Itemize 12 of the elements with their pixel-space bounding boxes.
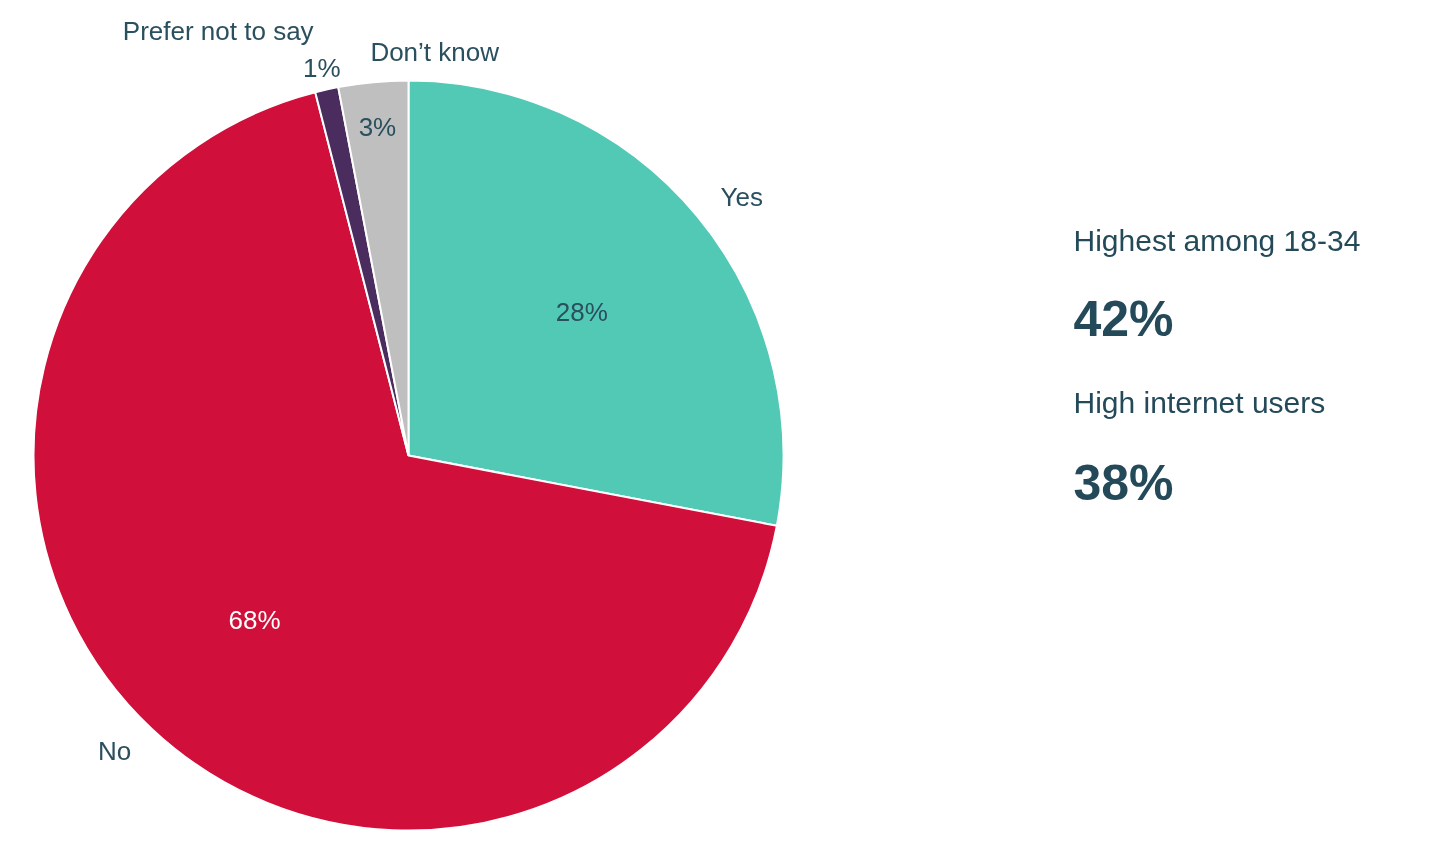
- slice-label: Prefer not to say: [122, 15, 314, 46]
- slice-label: No: [98, 735, 132, 766]
- text: Highest among 18-34: [1073, 224, 1361, 257]
- slice-label: Don’t know: [370, 37, 500, 68]
- text: 38%: [1073, 454, 1174, 511]
- data-label: 3%: [358, 111, 397, 142]
- slice-label: Yes: [720, 182, 763, 213]
- data-label: 28%: [555, 297, 608, 328]
- data-label: 68%: [228, 604, 281, 635]
- text: High internet users: [1073, 386, 1326, 419]
- data-label: 1%: [303, 52, 341, 83]
- text: 42%: [1073, 290, 1174, 347]
